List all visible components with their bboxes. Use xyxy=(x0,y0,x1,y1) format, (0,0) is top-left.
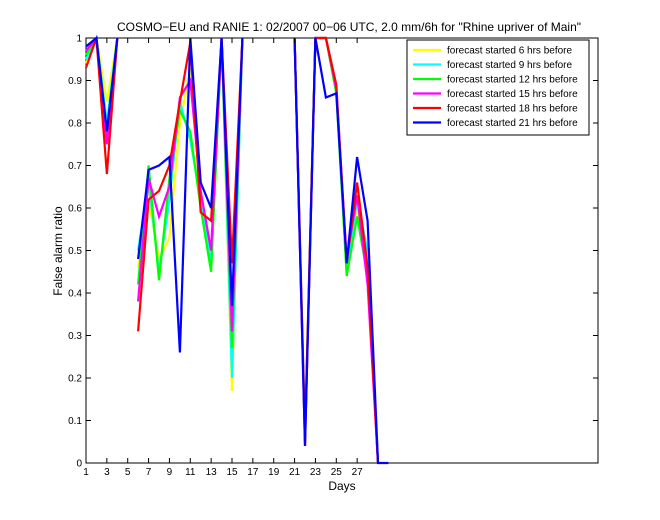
x-axis-label: Days xyxy=(328,479,355,493)
axis-ticks: 1 3 5 7 9 11 13 15 17 19 21 23 25 2700.10.20.30.40.50… xyxy=(68,34,598,478)
x-tick-label: 19 xyxy=(268,467,280,478)
x-tick-label: 25 xyxy=(331,467,343,478)
series-layer xyxy=(84,33,389,465)
y-tick-label: 0.5 xyxy=(68,246,82,257)
y-tick-label: 0.7 xyxy=(68,161,82,172)
x-tick-label: 13 xyxy=(206,467,218,478)
x-tick-label: 27 xyxy=(352,467,364,478)
legend-entry: forecast started 9 hrs before xyxy=(447,60,573,71)
y-tick-label: 0.2 xyxy=(68,374,82,385)
x-tick-label: 7 xyxy=(146,467,152,478)
y-tick-label: 0.9 xyxy=(68,76,82,87)
y-tick-label: 0.6 xyxy=(68,204,82,215)
legend-entry: forecast started 12 hrs before xyxy=(447,75,578,86)
legend: forecast started 6 hrs before forecast st… xyxy=(406,39,590,136)
y-axis-label: False alarm ratio xyxy=(51,206,65,296)
x-tick-label: 15 xyxy=(226,467,238,478)
legend-entry: forecast started 21 hrs before xyxy=(447,118,578,129)
chart-title: COSMO−EU and RANIE 1: 02/2007 00−06 UTC,… xyxy=(117,20,581,34)
legend-entry: forecast started 18 hrs before xyxy=(447,104,578,115)
x-tick-label: 17 xyxy=(247,467,259,478)
legend-entry: forecast started 15 hrs before xyxy=(447,89,578,100)
x-tick-label: 21 xyxy=(289,467,301,478)
y-tick-label: 0.4 xyxy=(68,289,82,300)
x-tick-label: 11 xyxy=(185,467,196,478)
y-tick-label: 0.1 xyxy=(68,416,82,427)
series-segment xyxy=(293,37,389,465)
legend-entry: forecast started 6 hrs before xyxy=(447,46,573,57)
x-tick-label: 3 xyxy=(104,467,110,478)
series-segment xyxy=(85,35,119,132)
series-segment xyxy=(84,37,119,175)
y-tick-label: 0.3 xyxy=(68,331,82,342)
x-tick-label: 5 xyxy=(125,467,131,478)
y-tick-label: 0.8 xyxy=(68,119,82,130)
x-tick-label: 9 xyxy=(167,467,173,478)
y-tick-label: 1 xyxy=(76,34,82,45)
y-tick-label: 0 xyxy=(76,459,82,470)
x-tick-label: 1 xyxy=(83,467,89,478)
legend-box xyxy=(406,39,590,136)
x-tick-label: 23 xyxy=(310,467,322,478)
